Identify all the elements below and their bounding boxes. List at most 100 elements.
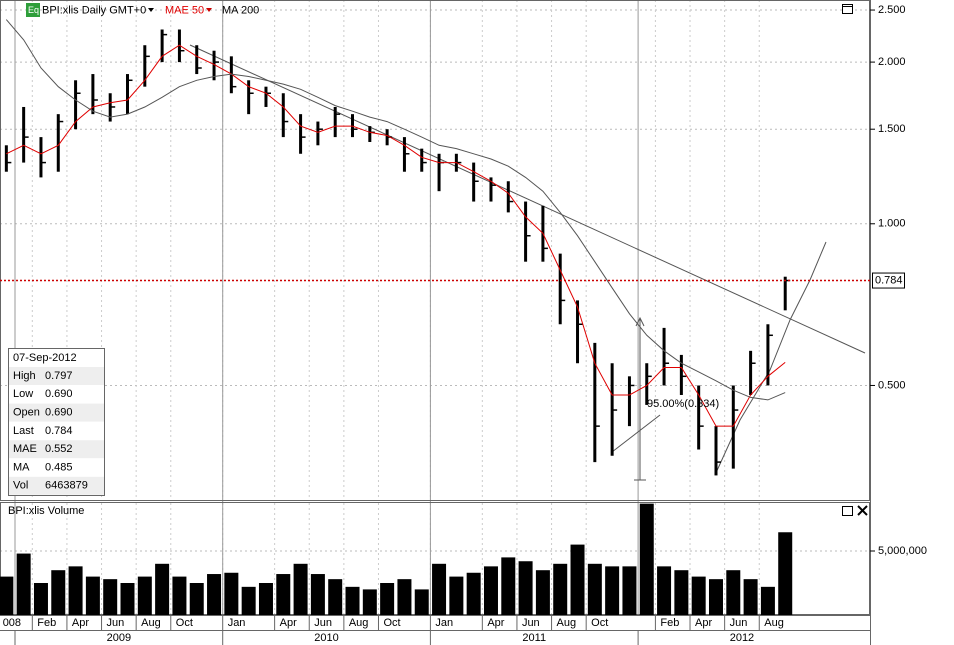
volume-bar [224,572,239,615]
x-tick-label: Feb [660,617,679,629]
x-tick-label: Oct [591,617,608,629]
volume-bar [310,574,325,615]
volume-bar [362,589,377,615]
volume-bar [570,544,585,615]
info-label: Low [13,388,33,400]
info-label: Last [13,425,34,437]
dropdown[interactable] [206,8,212,12]
volume-bar [605,566,620,615]
volume-bar [345,586,360,615]
legend-entry[interactable]: MA 200 [222,4,259,16]
indicator-line [5,19,786,401]
badge [26,3,40,17]
info-value: 0.485 [45,461,73,473]
volume-bar [587,563,602,615]
info-date: 07-Sep-2012 [13,352,77,364]
x-tick-label: 2010 [314,632,338,644]
x-tick-label: Aug [141,617,161,629]
y-tick-label: 5,000,000 [878,545,927,557]
x-tick-label: Aug [764,617,784,629]
info-value: 0.784 [45,425,73,437]
dropdown[interactable] [148,8,154,12]
volume-bar [483,566,498,615]
x-tick-label: Apr [487,617,504,629]
info-label: High [13,370,36,382]
badge-text: Eq [28,5,39,15]
info-row [9,367,104,385]
trend-line [611,414,661,453]
info-row [9,476,104,495]
volume-bar [466,572,481,615]
volume-bar [155,563,170,615]
volume-bar [85,576,100,615]
volume-bar [51,570,66,615]
close-button[interactable] [857,505,868,516]
volume-bar [207,574,222,615]
price-panel [0,0,870,501]
volume-bar [708,579,723,615]
volume-bar [276,574,291,615]
volume-bar [241,586,256,615]
volume-bar [691,576,706,615]
chart-title[interactable]: BPI:xlis Daily GMT+0 [42,4,146,16]
info-value: 0.690 [45,388,73,400]
info-label: Vol [13,480,28,492]
volume-bar [414,589,429,615]
indicator-line [6,44,786,427]
volume-bar [380,583,395,615]
info-row [9,403,104,422]
last-price-box [872,272,905,289]
trend-line [714,241,827,476]
x-tick-label: Jun [314,617,332,629]
volume-bar [553,563,568,615]
x-tick-label: Apr [280,617,297,629]
x-tick-label: Apr [72,617,89,629]
x-tick-label: Oct [176,617,193,629]
volume-bar [189,583,204,615]
volume-bar [657,566,672,615]
panel-title: BPI:xlis Volume [8,505,84,517]
x-tick-label: Aug [349,617,369,629]
volume-bar [137,576,152,615]
info-box: 07-Sep-2012 High 0.797 Low 0.690 Open 0.690 La… [8,348,105,496]
info-value: 6463879 [45,480,88,492]
x-tick-label: Jan [435,617,453,629]
grid-layer [0,0,870,615]
volume-bar [68,566,83,615]
x-tick-label: Jun [730,617,748,629]
volume-bar [535,570,550,615]
volume-bar [172,576,187,615]
legend-entry[interactable]: MAE 50 [165,4,204,16]
x-tick-label: Jun [107,617,125,629]
y-tick-label: 1.000 [878,218,906,230]
volume-bar [639,503,654,615]
x-tick-label: Apr [695,617,712,629]
info-value: 0.797 [45,370,73,382]
y-tick-label: 0.500 [878,379,906,391]
maximize-button[interactable] [842,4,853,14]
y-tick-label: 2.000 [878,56,906,68]
x-tick-label: 008 [3,617,21,629]
y-tick-label: 1.500 [878,123,906,135]
volume-bar [674,570,689,615]
volume-bar [293,563,308,615]
info-row [9,440,104,459]
info-label: Open [13,407,40,419]
x-tick-label: 2012 [730,632,754,644]
volume-bar [449,576,464,615]
volume-bar [501,557,516,615]
annotation: 95.00%(0.334) [647,398,719,410]
volume-bar [760,586,775,615]
maximize-button[interactable] [842,506,853,516]
volume-bar [397,579,412,615]
x-tick-label: 2011 [522,632,546,644]
volume-bar [778,532,793,615]
info-value: 0.690 [45,407,73,419]
volume-bar [16,553,31,615]
marks-layer [0,19,870,615]
x-tick-label: Feb [37,617,56,629]
volume-bar [743,579,758,615]
volume-bar [328,579,343,615]
volume-bar [432,563,447,615]
